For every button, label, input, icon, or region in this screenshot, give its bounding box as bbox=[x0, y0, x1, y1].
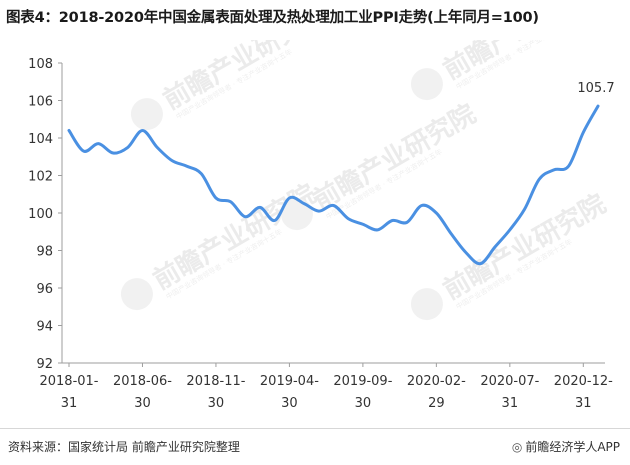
brand-label: ◎ 前瞻经济学人APP bbox=[512, 438, 620, 455]
chart-title: 图表4：2018-2020年中国金属表面处理及热处理加工业PPI走势(上年同月=… bbox=[6, 10, 539, 26]
y-tick-label: 94 bbox=[36, 320, 53, 335]
chart-axes bbox=[58, 62, 605, 367]
source-text: 资料来源：国家统计局 前瞻产业研究院整理 bbox=[8, 440, 240, 454]
x-tick-label: 31 bbox=[502, 396, 519, 411]
data-label: 105.7 bbox=[577, 81, 614, 96]
x-tick-label: 2020-07- bbox=[480, 374, 539, 389]
x-tick-label: 30 bbox=[134, 396, 151, 411]
y-tick-label: 108 bbox=[28, 57, 53, 72]
watermark-text: 前瞻产业研究院 bbox=[438, 188, 611, 306]
y-tick-label: 106 bbox=[28, 95, 53, 110]
x-tick-label: 2020-12- bbox=[554, 374, 613, 389]
x-tick-label: 2018-11- bbox=[186, 374, 245, 389]
x-tick-label: 2018-06- bbox=[113, 374, 172, 389]
x-tick-label: 2019-04- bbox=[260, 374, 319, 389]
x-tick-label: 2018-01- bbox=[39, 374, 98, 389]
chart-series bbox=[67, 104, 600, 266]
watermark-text: 前瞻产业研究院 bbox=[308, 98, 481, 216]
y-tick-label: 100 bbox=[28, 207, 53, 222]
chart-labels: 92 94 96 98 100 102 104 106 108 2018-01- 31 2018-06… bbox=[28, 57, 614, 411]
watermark-text: 前瞻产业研究院 bbox=[148, 178, 321, 296]
footer: 资料来源：国家统计局 前瞻产业研究院整理 ◎ 前瞻经济学人APP bbox=[0, 428, 630, 465]
x-tick-label: 30 bbox=[208, 396, 225, 411]
x-tick-label: 30 bbox=[355, 396, 372, 411]
brand-text: 前瞻经济学人APP bbox=[525, 440, 620, 454]
brand-logo-icon: ◎ bbox=[511, 440, 523, 454]
watermark-logo-icon bbox=[410, 68, 443, 101]
y-tick-label: 98 bbox=[36, 245, 53, 260]
watermark-logo-icon bbox=[130, 98, 163, 131]
y-tick-label: 104 bbox=[28, 132, 53, 147]
watermark-logo-icon bbox=[410, 288, 443, 321]
x-tick-label: 31 bbox=[61, 396, 78, 411]
x-tick-label: 29 bbox=[428, 396, 445, 411]
y-tick-label: 92 bbox=[36, 357, 53, 372]
x-tick-label: 2019-09- bbox=[333, 374, 392, 389]
series-line bbox=[67, 104, 600, 266]
watermark-logo-icon bbox=[120, 278, 153, 311]
x-tick-label: 2020-02- bbox=[407, 374, 466, 389]
y-tick-label: 96 bbox=[36, 282, 53, 297]
watermark-logo-icon bbox=[280, 198, 313, 231]
y-tick-label: 102 bbox=[28, 170, 53, 185]
x-tick-label: 30 bbox=[281, 396, 298, 411]
x-tick-label: 31 bbox=[575, 396, 592, 411]
